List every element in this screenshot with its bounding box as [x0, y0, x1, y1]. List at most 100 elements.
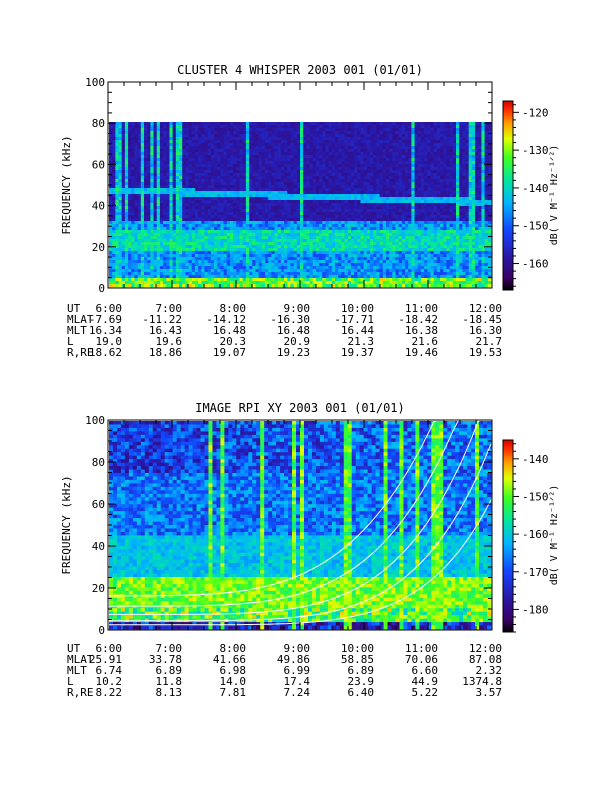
spectrogram-cell — [147, 218, 151, 222]
spectrogram-cell — [236, 239, 240, 243]
spectrogram-cell — [112, 176, 116, 180]
spectrogram-cell — [245, 245, 250, 249]
spectrogram-cell — [249, 248, 253, 252]
spectrogram-cell — [389, 188, 393, 192]
spectrogram-cell — [328, 248, 333, 252]
spectrogram-cell — [217, 257, 221, 261]
spectrogram-cell — [331, 140, 336, 144]
spectrogram-cell — [172, 236, 177, 240]
spectrogram-cell — [140, 230, 145, 234]
spectrogram-cell — [169, 122, 174, 126]
spectrogram-cell — [290, 155, 295, 159]
spectrogram-cell — [315, 203, 320, 207]
spectrogram-cell — [392, 128, 396, 132]
spectrogram-cell — [156, 269, 161, 273]
spectrogram-cell — [309, 188, 314, 192]
spectrogram-cell — [204, 212, 209, 216]
spectrogram-cell — [277, 176, 282, 180]
spectrogram-cell — [201, 242, 205, 246]
spectrogram-cell — [121, 200, 126, 204]
spectrogram-cell — [350, 122, 355, 126]
spectrogram-cell — [226, 281, 231, 285]
spectrogram-cell — [392, 206, 396, 210]
spectrogram-cell — [360, 278, 365, 282]
spectrogram-cell — [370, 233, 374, 237]
spectrogram-cell — [144, 224, 148, 228]
spectrogram-cell — [204, 230, 209, 234]
spectrogram-cell — [290, 194, 295, 198]
spectrogram-cell — [363, 152, 368, 156]
spectrogram-cell — [382, 143, 387, 147]
spectrogram-cell — [300, 134, 304, 138]
spectrogram-cell — [258, 197, 263, 201]
spectrogram-cell — [124, 233, 129, 237]
spectrogram-cell — [395, 197, 400, 201]
spectrogram-cell — [128, 239, 132, 243]
spectrogram-cell — [357, 128, 361, 132]
spectrogram-cell — [236, 179, 240, 183]
spectrogram-cell — [109, 125, 113, 129]
spectrogram-cell — [280, 266, 285, 270]
spectrogram-cell — [236, 263, 240, 267]
spectrogram-cell — [325, 155, 330, 159]
spectrogram-cell — [373, 137, 377, 141]
spectrogram-cell — [140, 278, 145, 282]
spectrogram-cell — [242, 284, 247, 288]
spectrogram-cell — [245, 221, 250, 225]
spectrogram-cell — [109, 158, 113, 162]
spectrogram-cell — [188, 125, 193, 129]
spectrogram-cell — [319, 134, 323, 138]
spectrogram-cell — [156, 239, 161, 243]
spectrogram-cell — [347, 182, 352, 186]
spectrogram-cell — [354, 239, 358, 243]
spectrogram-cell — [376, 203, 380, 207]
spectrogram-cell — [385, 224, 390, 228]
spectrogram-cell — [121, 281, 126, 285]
spectrogram-cell — [242, 197, 247, 201]
spectrogram-cell — [239, 176, 244, 180]
spectrogram-cell — [274, 227, 279, 231]
spectrogram-cell — [150, 236, 154, 240]
spectrogram-cell — [198, 266, 202, 270]
spectrogram-cell — [328, 272, 333, 276]
spectrogram-cell — [306, 236, 310, 240]
spectrogram-cell — [204, 176, 209, 180]
spectrogram-cell — [389, 209, 393, 213]
spectrogram-cell — [198, 260, 202, 264]
spectrogram-cell — [293, 137, 298, 141]
spectrogram-cell — [153, 137, 158, 141]
spectrogram-cell — [144, 128, 148, 132]
spectrogram-cell — [242, 152, 247, 156]
spectrogram-cell — [217, 239, 221, 243]
spectrogram-cell — [261, 224, 266, 228]
spectrogram-cell — [312, 122, 317, 126]
spectrogram-cell — [385, 203, 390, 207]
spectrogram-cell — [271, 212, 275, 216]
spectrogram-cell — [341, 218, 345, 222]
spectrogram-cell — [118, 149, 123, 153]
spectrogram-cell — [376, 209, 380, 213]
spectrogram-cell — [140, 281, 145, 285]
spectrogram-cell — [392, 227, 396, 231]
spectrogram-cell — [319, 125, 323, 129]
spectrogram-cell — [214, 197, 218, 201]
spectrogram-cell — [280, 176, 285, 180]
spectrogram-cell — [159, 140, 164, 144]
spectrogram-cell — [392, 275, 396, 279]
spectrogram-cell — [137, 284, 142, 288]
spectrogram-cell — [109, 206, 113, 210]
spectrogram-cell — [182, 248, 186, 252]
spectrogram-cell — [268, 137, 272, 141]
spectrogram-cell — [395, 239, 400, 243]
spectrogram-cell — [280, 185, 285, 189]
spectrogram-cell — [264, 146, 269, 150]
spectrogram-cell — [182, 167, 186, 171]
spectrogram-cell — [217, 122, 221, 126]
spectrogram-cell — [315, 230, 320, 234]
spectrogram-cell — [363, 170, 368, 174]
spectrogram-cell — [245, 239, 250, 243]
spectrogram-cell — [131, 188, 135, 192]
spectrogram-cell — [382, 158, 387, 162]
spectrogram-cell — [109, 227, 113, 231]
spectrogram-cell — [204, 272, 209, 276]
